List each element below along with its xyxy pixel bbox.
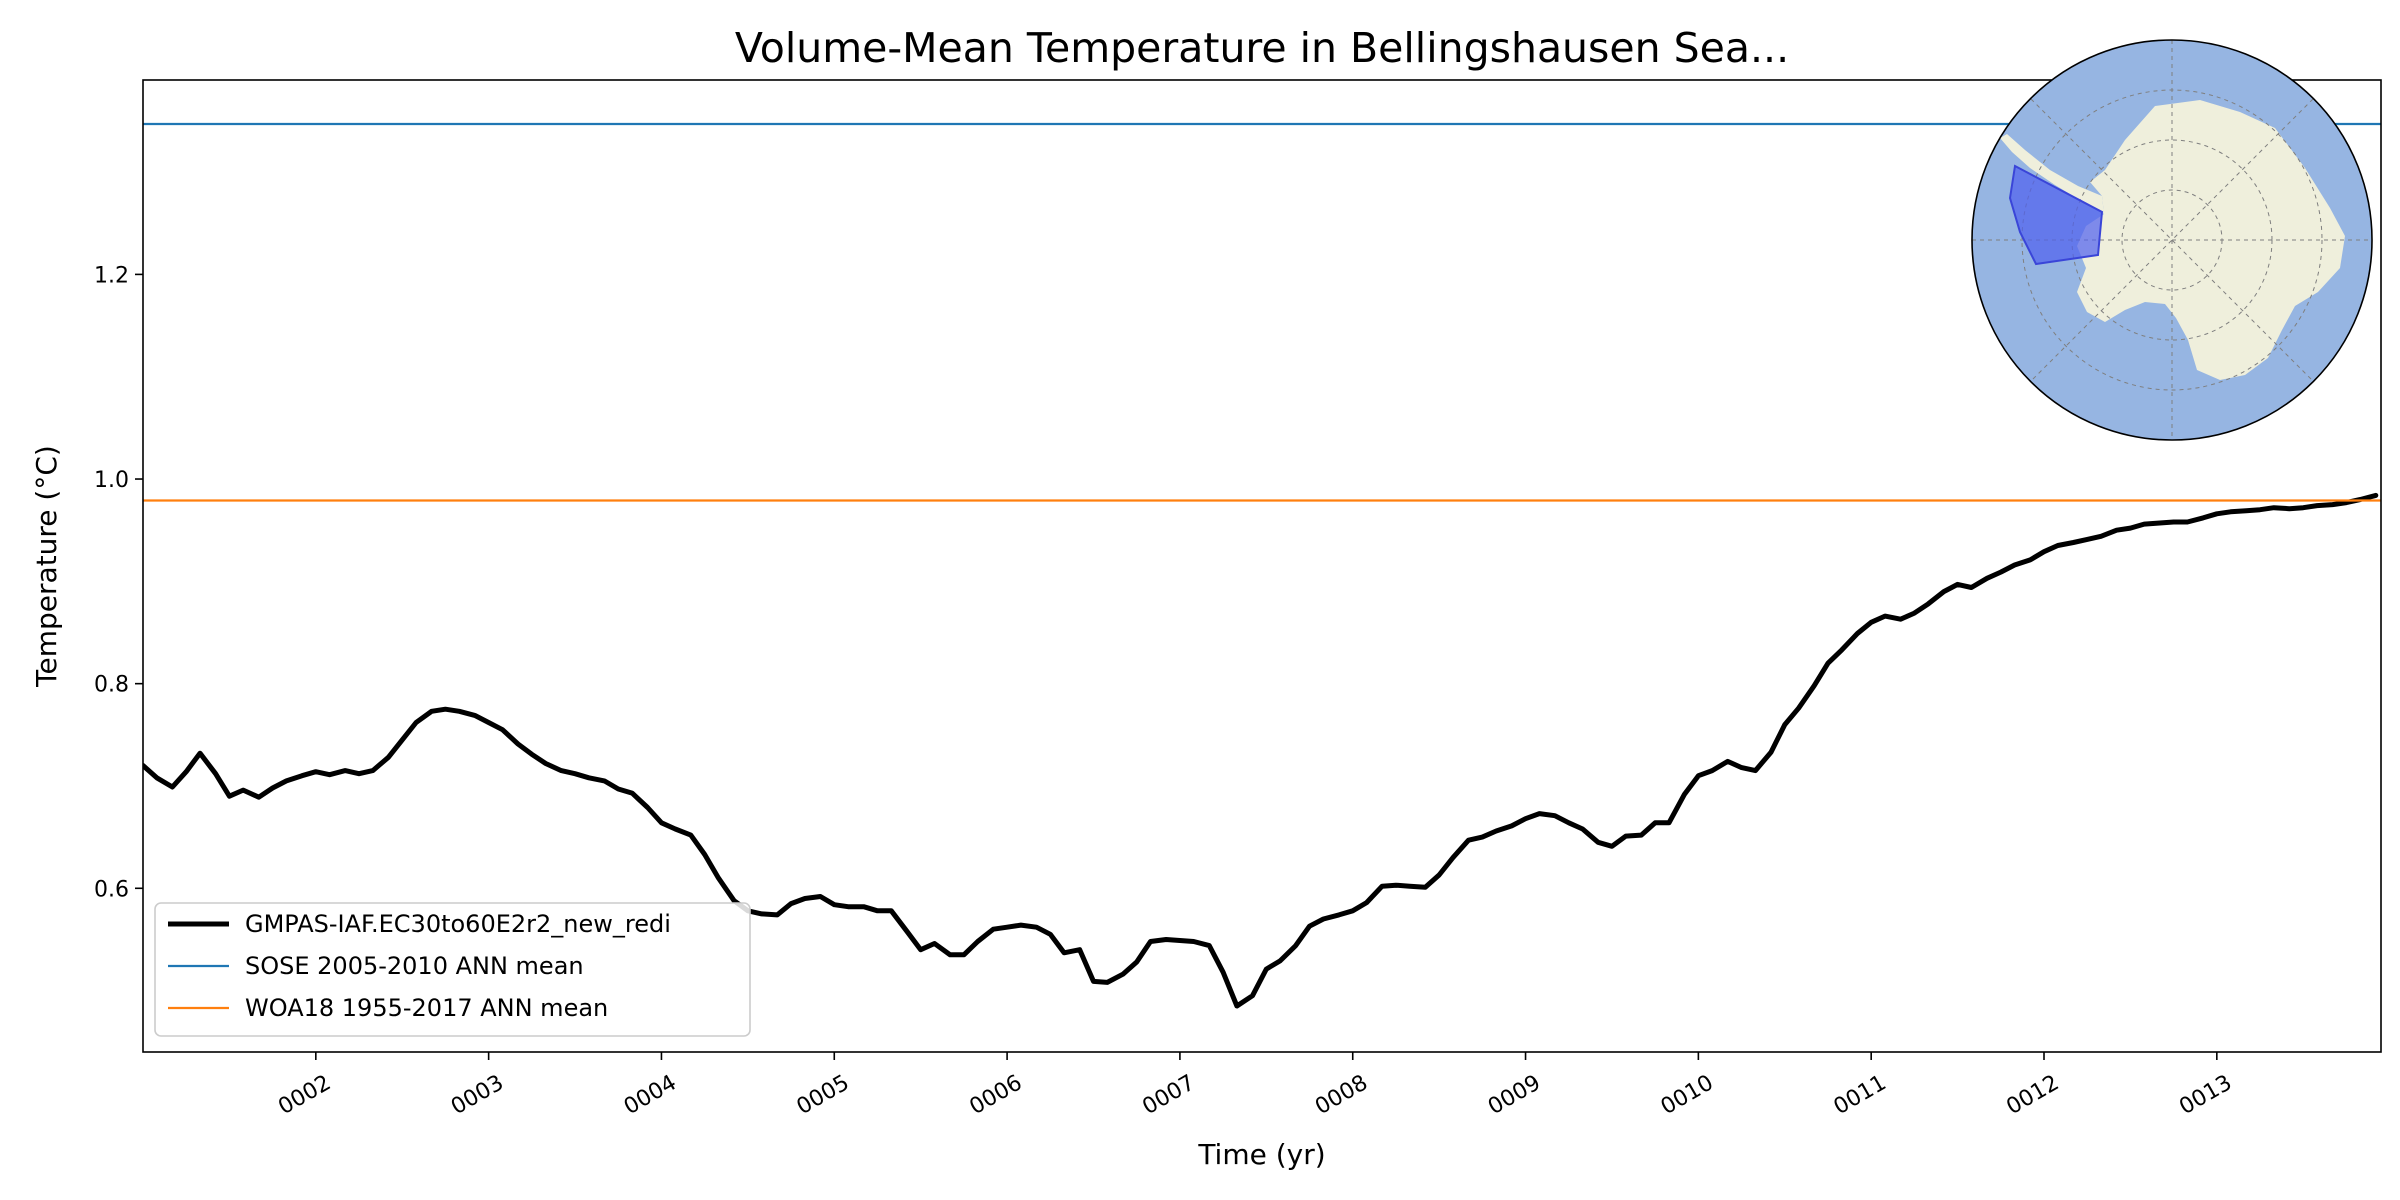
x-tick-label: 0004 xyxy=(620,1070,681,1120)
plot-frame xyxy=(142,79,2382,1053)
x-tick-label: 0010 xyxy=(1657,1070,1718,1120)
antarctic-peninsula xyxy=(2000,134,2104,214)
x-tick-label: 0003 xyxy=(447,1070,508,1120)
legend-label-woa18: WOA18 1955-2017 ANN mean xyxy=(245,994,608,1022)
map-border xyxy=(1971,39,2373,441)
x-tick-label: 0013 xyxy=(2175,1070,2236,1120)
y-axis-label: Temperature (°C) xyxy=(30,445,63,688)
legend: GMPAS-IAF.EC30to60E2r2_new_redi SOSE 200… xyxy=(154,902,751,1037)
antarctica-landmass xyxy=(2077,100,2345,380)
x-tick-label: 0006 xyxy=(966,1070,1027,1120)
legend-label-sose: SOSE 2005-2010 ANN mean xyxy=(245,952,584,980)
map-latitude-circle xyxy=(2121,189,2223,291)
x-axis-label: Time (yr) xyxy=(1197,1138,1325,1171)
x-tick-label: 0009 xyxy=(1484,1070,1545,1120)
series-line-0 xyxy=(143,492,2379,1009)
map-latitude-circle xyxy=(2021,89,2323,391)
x-tick-label: 0012 xyxy=(2002,1070,2063,1120)
legend-label-model: GMPAS-IAF.EC30to60E2r2_new_redi xyxy=(245,910,671,938)
y-tick-label: 0.8 xyxy=(94,673,129,698)
x-tick-label: 0002 xyxy=(274,1070,335,1120)
chart-title: Volume-Mean Temperature in Bellingshause… xyxy=(735,24,1789,72)
x-tick-label: 0011 xyxy=(1830,1070,1891,1120)
map-gridlines xyxy=(1972,40,2372,440)
y-tick-label: 1.0 xyxy=(94,468,129,493)
x-tick-label: 0008 xyxy=(1311,1070,1372,1120)
y-axis: 0.6 0.8 1.0 1.2 xyxy=(94,263,143,902)
y-tick-label: 0.6 xyxy=(94,877,129,902)
series-layer xyxy=(143,122,2381,1009)
bellingshausen-sea-region xyxy=(2008,164,2104,266)
x-tick-label: 0005 xyxy=(793,1070,854,1120)
legend-box xyxy=(154,902,751,1037)
antarctica-inset-map xyxy=(1971,39,2373,441)
x-tick-label: 0007 xyxy=(1138,1070,1199,1120)
x-axis: 0002 0003 0004 0005 0006 0007 0008 0009 0010 0011… xyxy=(274,1052,2236,1120)
y-tick-label: 1.2 xyxy=(94,263,129,288)
